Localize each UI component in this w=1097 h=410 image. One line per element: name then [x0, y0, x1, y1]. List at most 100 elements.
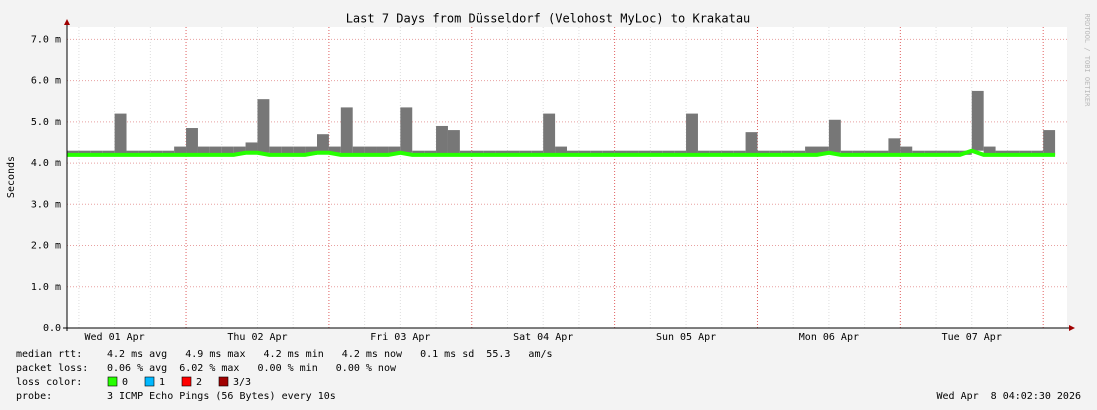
legend-label: 3/3 — [233, 377, 251, 388]
smoke-bar — [567, 150, 579, 155]
probe-label: probe: — [16, 391, 52, 402]
smoke-bar — [971, 90, 984, 151]
smoke-bar — [674, 150, 687, 155]
smoke-bar — [733, 150, 746, 155]
x-tick-label: Tue 07 Apr — [942, 332, 1002, 343]
smoke-bar — [186, 128, 198, 155]
smoke-bar — [376, 146, 389, 155]
smoke-bar — [436, 125, 448, 155]
smoke-bar — [805, 146, 817, 155]
smoke-bar — [555, 146, 567, 155]
smoke-bar — [364, 146, 377, 155]
smoke-bar — [888, 138, 901, 155]
median-line — [67, 148, 1056, 157]
smoke-bar — [876, 150, 889, 155]
stat-label: median rtt: — [16, 349, 82, 360]
smoke-bar — [912, 150, 925, 155]
stat-text: 4.2 ms avg 4.9 ms max 4.2 ms min 4.2 ms … — [107, 349, 553, 360]
loss-label: loss color: — [16, 377, 82, 388]
smoke-bar — [638, 150, 651, 155]
smoke-bar — [447, 130, 460, 155]
smoke-bar — [781, 150, 794, 155]
smoke-bar — [412, 150, 425, 155]
y-tick-label: 6.0 m — [31, 76, 61, 87]
smoke-bar — [209, 146, 222, 155]
smoke-bar — [697, 150, 710, 155]
smoke-bar — [590, 150, 603, 155]
smoke-bar — [221, 146, 234, 155]
smoke-bar — [162, 150, 175, 155]
y-arrow — [64, 19, 70, 25]
smoke-bar — [721, 150, 734, 155]
smoke-bar — [626, 150, 639, 155]
smoke-bar — [1031, 150, 1044, 155]
smoke-bar — [709, 150, 722, 155]
legend-swatch — [107, 376, 118, 387]
smoke-bar — [388, 146, 401, 155]
smoke-bar — [745, 132, 758, 155]
smoke-bar — [864, 150, 877, 155]
smoke-bar — [936, 150, 948, 155]
legend-swatch — [218, 376, 229, 387]
smoke-bar — [352, 146, 365, 155]
x-tick-label: Thu 02 Apr — [227, 332, 287, 343]
smoke-bar — [1019, 150, 1032, 155]
chart-title: Last 7 Days from Düsseldorf (Velohost My… — [346, 12, 751, 26]
smoke-bar — [650, 150, 663, 155]
timestamp: Wed Apr 8 04:02:30 2026 — [937, 391, 1082, 402]
smoke-bar — [90, 150, 103, 155]
smoke-bar — [852, 150, 865, 155]
smoke-bar — [947, 150, 960, 155]
smoke-bar — [114, 113, 127, 155]
smoke-bar — [840, 150, 853, 155]
smoke-bar — [924, 150, 937, 155]
y-tick-label: 2.0 m — [31, 241, 61, 252]
y-tick-label: 0.0 — [43, 323, 61, 334]
smoke-bar — [602, 150, 615, 155]
smoke-bar — [662, 150, 675, 155]
plot-area — [67, 27, 1067, 328]
probe-text: 3 ICMP Echo Pings (56 Bytes) every 10s — [107, 391, 336, 402]
smoke-bar — [519, 150, 532, 155]
legend-swatch — [181, 376, 192, 387]
x-arrow — [1069, 325, 1075, 331]
x-tick-label: Fri 03 Apr — [370, 332, 430, 343]
smoke-bar — [686, 113, 698, 155]
y-tick-label: 5.0 m — [31, 117, 61, 128]
smoke-bar — [471, 150, 484, 155]
smoke-bar — [78, 150, 91, 155]
smoke-bar — [1007, 150, 1020, 155]
smoke-bar — [995, 150, 1008, 155]
smoke-bar — [102, 150, 115, 155]
smoke-bar — [400, 107, 413, 153]
smoke-bar — [233, 146, 246, 155]
smoke-bar — [507, 150, 520, 155]
x-tick-label: Sat 04 Apr — [513, 332, 573, 343]
smoke-bar — [543, 113, 556, 155]
legend-label: 0 — [122, 377, 128, 388]
smoke-bar — [174, 146, 187, 155]
y-axis-label: Seconds — [6, 156, 17, 198]
smoke-bar — [67, 150, 79, 155]
smoke-bar — [983, 146, 996, 155]
smoke-bar — [293, 146, 306, 155]
smoke-bar — [459, 150, 472, 155]
smoke-bar — [197, 146, 210, 155]
legend-label: 2 — [196, 377, 202, 388]
smoke-bar — [1043, 130, 1056, 155]
smoke-bar — [340, 107, 353, 155]
legend-swatch — [144, 376, 155, 387]
smoke-bar — [793, 150, 806, 155]
smoke-bar — [245, 142, 258, 153]
stat-text: 0.06 % avg 6.02 % max 0.00 % min 0.00 % … — [107, 363, 397, 374]
smoke-bar — [269, 146, 282, 155]
smoke-bar — [578, 150, 591, 155]
y-tick-label: 7.0 m — [31, 34, 61, 45]
smoke-bar — [317, 134, 329, 153]
x-tick-label: Sun 05 Apr — [656, 332, 716, 343]
smoke-bar — [138, 150, 151, 155]
smoke-bar — [769, 150, 782, 155]
smoke-bar — [495, 150, 508, 155]
smoke-bar — [126, 150, 139, 155]
